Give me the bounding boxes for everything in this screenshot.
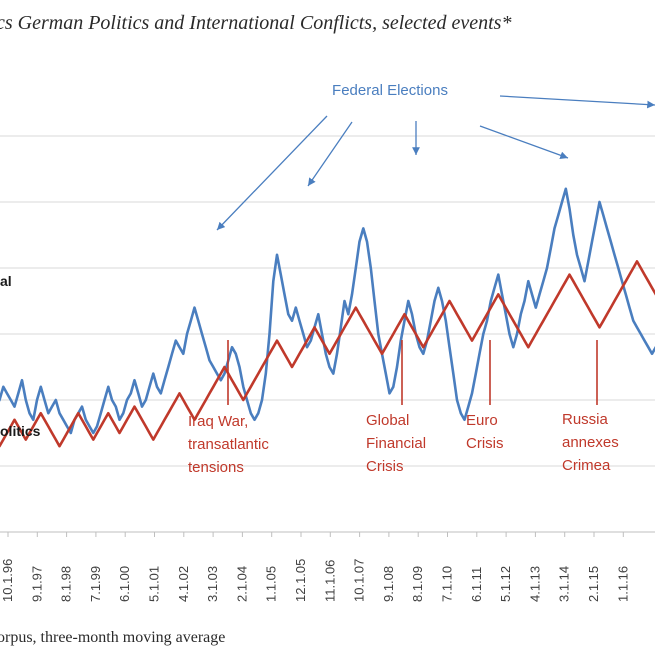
x-tick-label: 3.1.03	[205, 566, 220, 602]
annotation-federal-elections: Federal Elections	[332, 82, 448, 99]
series-label: olitics	[0, 423, 41, 439]
chart-title: cs German Politics and International Con…	[0, 12, 512, 34]
x-tick-label: 7.1.10	[440, 566, 455, 602]
annotation-global-financial-crisis: Global Financial Crisis	[366, 412, 426, 475]
annotation-russia-crimea: Russia annexes Crimea	[562, 411, 619, 474]
series-line-1	[0, 260, 655, 448]
annotation-arrow	[499, 95, 655, 109]
x-tick-label: 10.1.96	[0, 559, 15, 602]
x-tick-label: 11.1.06	[322, 560, 337, 602]
x-tick-label: 12.1.05	[293, 559, 308, 602]
x-tick-label: 4.1.02	[176, 566, 191, 602]
x-tick-label: 4.1.13	[527, 566, 542, 602]
chart-source-note: orpus, three-month moving average	[0, 629, 226, 646]
x-tick-label: 7.1.99	[88, 566, 103, 602]
x-tick-label: 2.1.15	[586, 566, 601, 602]
annotation-arrow	[479, 125, 569, 159]
x-tick-label: 3.1.14	[557, 566, 572, 602]
x-tick-label: 6.1.11	[469, 567, 484, 602]
x-tick-label: 9.1.08	[381, 566, 396, 602]
x-tick-label: 8.1.98	[59, 566, 74, 602]
x-tick-label: 2.1.04	[234, 566, 249, 602]
x-tick-label: 1.1.16	[615, 566, 630, 602]
annotation-euro-crisis: Euro Crisis	[466, 412, 504, 452]
x-tick-label: 8.1.09	[410, 566, 425, 602]
series-line-0	[0, 187, 655, 435]
x-tick-label: 9.1.97	[29, 566, 44, 602]
x-tick-label: 5.1.12	[498, 566, 513, 602]
annotation-arrow	[216, 115, 328, 231]
x-tick-label: 5.1.01	[147, 566, 162, 602]
x-tick-label: 1.1.05	[264, 566, 279, 602]
annotation-iraq-war: Iraq War, transatlantic tensions	[188, 413, 269, 476]
annotation-arrow	[307, 121, 353, 187]
x-tick-label: 10.1.07	[352, 559, 367, 602]
series-label: al	[0, 273, 12, 289]
x-tick-label: 6.1.00	[117, 566, 132, 602]
